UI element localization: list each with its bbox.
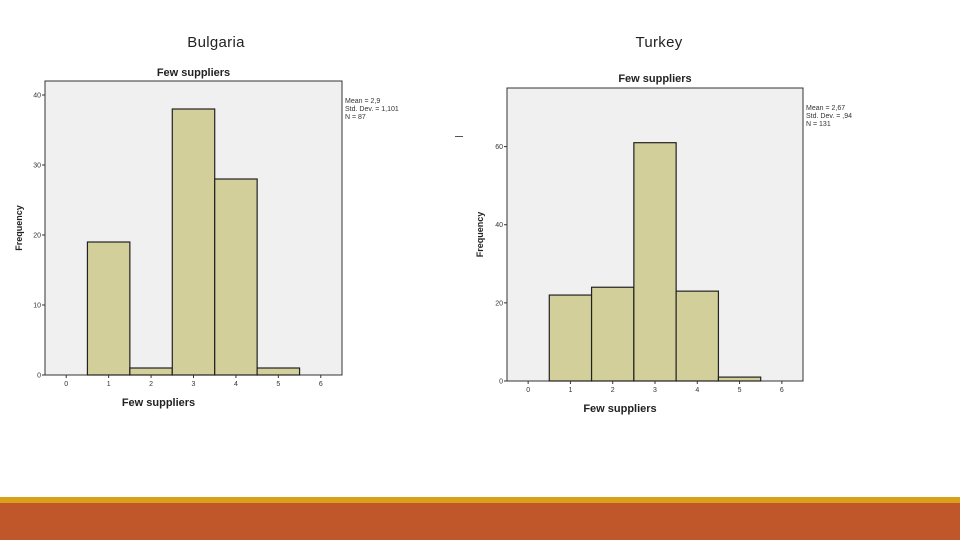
stats-entry: N = 131 xyxy=(806,121,831,128)
x-tick-label: 2 xyxy=(149,381,153,388)
x-tick-label: 6 xyxy=(780,387,784,394)
chart-title: Few suppliers xyxy=(157,67,230,79)
x-tick-label: 4 xyxy=(234,381,238,388)
chart-title: Few suppliers xyxy=(618,73,691,85)
stats-entry: Mean = 2,9 xyxy=(345,98,380,105)
y-tick-label: 30 xyxy=(33,163,41,170)
histogram-bar xyxy=(633,142,677,382)
stats-entry: Mean = 2,67 xyxy=(806,105,845,112)
histogram-bar xyxy=(214,178,258,376)
x-tick-label: 6 xyxy=(319,381,323,388)
x-tick-label: 2 xyxy=(611,387,615,394)
stats-entry: Std. Dev. = ,94 xyxy=(806,113,852,120)
y-tick-label: 20 xyxy=(33,233,41,240)
histogram-bar xyxy=(171,108,216,376)
x-tick-label: 0 xyxy=(526,387,530,394)
x-tick-label: 1 xyxy=(107,381,111,388)
stray-dash xyxy=(455,136,463,137)
footer-band xyxy=(0,503,960,540)
y-tick-label: 0 xyxy=(37,373,41,380)
y-tick-label: 20 xyxy=(495,300,503,307)
x-tick-label: 5 xyxy=(738,387,742,394)
x-tick-label: 1 xyxy=(568,387,572,394)
x-tick-label: 0 xyxy=(64,381,68,388)
x-axis-label: Few suppliers xyxy=(122,397,195,409)
y-axis-label: Frequency xyxy=(14,205,24,251)
y-tick-label: 60 xyxy=(495,144,503,151)
y-tick-label: 40 xyxy=(495,222,503,229)
y-axis-label: Frequency xyxy=(475,212,485,258)
stats-entry: Std. Dev. = 1,101 xyxy=(345,106,399,113)
histogram-bar xyxy=(590,286,635,382)
y-tick-label: 10 xyxy=(33,303,41,310)
histogram-bar xyxy=(548,294,593,382)
x-tick-label: 3 xyxy=(192,381,196,388)
histogram-bar xyxy=(717,376,762,382)
bulgaria-title: Bulgaria xyxy=(187,34,245,51)
y-tick-label: 0 xyxy=(499,379,503,386)
x-axis-label: Few suppliers xyxy=(583,403,656,415)
y-tick-label: 40 xyxy=(33,93,41,100)
x-tick-label: 5 xyxy=(276,381,280,388)
histogram-bar xyxy=(675,290,720,382)
x-tick-label: 3 xyxy=(653,387,657,394)
stats-entry: N = 87 xyxy=(345,114,366,121)
footer-accent-line xyxy=(0,497,960,503)
turkey-title: Turkey xyxy=(635,34,683,51)
x-tick-label: 4 xyxy=(695,387,699,394)
